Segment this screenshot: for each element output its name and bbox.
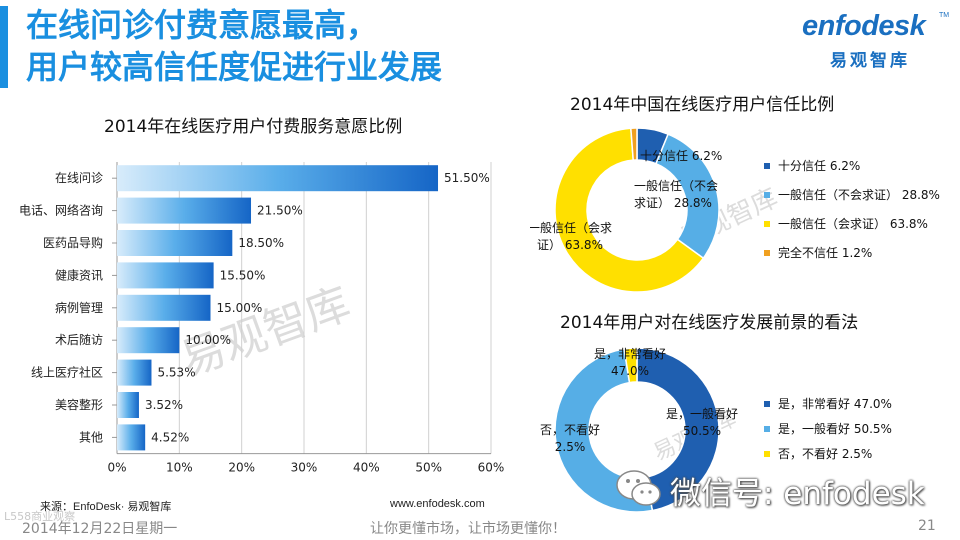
bar-category-label: 医药品导购 — [43, 235, 103, 250]
outlook-chart-title: 2014年用户对在线医疗发展前景的看法 — [560, 313, 859, 333]
bar-value-label: 3.52% — [145, 398, 183, 412]
bar-category-label: 线上医疗社区 — [31, 365, 103, 380]
outlook-legend-swatch — [764, 401, 770, 407]
bar-value-label: 5.53% — [157, 366, 195, 380]
bar-value-label: 15.00% — [217, 301, 263, 315]
bar-x-tick-label: 20% — [228, 461, 255, 475]
bar-chart: 在线问诊 51.50% 电话、网络咨询 21.50% 医药品导购 18.50% 健康资讯 15… — [19, 162, 505, 475]
trust-data-label: 一般信任（不会 — [634, 178, 718, 193]
trust-legend-entry: 一般信任（会求证） 63.8% — [778, 216, 928, 231]
bar-value-label: 10.00% — [185, 333, 231, 347]
outlook-legend-entry: 是，非常看好 47.0% — [778, 397, 892, 411]
bar-3 — [117, 230, 233, 256]
bar-2 — [117, 197, 252, 224]
outlook-data-label: 否，不看好 — [540, 423, 600, 437]
trust-legend-swatch — [764, 163, 770, 169]
outlook-legend-swatch — [764, 426, 770, 432]
slide-date: 2014年12月22日星期一 — [22, 521, 178, 537]
trust-slice-4 — [630, 127, 638, 161]
trust-slice-3 — [554, 127, 705, 293]
trust-legend-swatch — [764, 221, 770, 227]
bar-6 — [117, 327, 180, 354]
trust-legend-entry: 一般信任（不会求证） 28.8% — [778, 187, 940, 202]
slide-title-line2: 用户较高信任度促进行业发展 — [26, 48, 443, 86]
enfodesk-logo: enfodesk TM 易观智库 — [802, 10, 952, 71]
bar-value-label: 51.50% — [444, 171, 490, 185]
bar-category-label: 术后随访 — [55, 332, 103, 347]
trust-donut-chart: 十分信任 6.2% 一般信任（不会求证） 28.8% 一般信任（会求证） 63.8%… — [530, 127, 940, 293]
page-number: 21 — [918, 518, 936, 534]
outlook-slice-2 — [554, 348, 654, 513]
slide-slogan: 让你更懂市场，让市场更懂你！ — [370, 521, 566, 537]
bar-value-label: 15.50% — [220, 268, 266, 282]
trust-chart-title: 2014年中国在线医疗用户信任比例 — [570, 95, 835, 115]
trust-data-label: 十分信任 6.2% — [640, 149, 722, 163]
outlook-data-label: 2.5% — [555, 440, 586, 454]
wechat-icon — [616, 470, 661, 506]
logo-wordmark: enfodesk — [802, 10, 926, 42]
slide-title-line1: 在线问诊付费意愿最高， — [26, 6, 379, 44]
bar-1 — [117, 165, 439, 192]
outlook-legend-swatch — [764, 451, 770, 457]
trust-legend-entry: 完全不信任 1.2% — [778, 245, 872, 260]
trust-data-label: 求证） 28.8% — [634, 196, 712, 210]
outlook-slice-1 — [636, 347, 720, 512]
trust-legend-swatch — [764, 192, 770, 198]
outlook-donut-chart: 是，非常看好 47.0% 是，一般看好 50.5% 否，不看好 2.5% 是，非常看好 47… — [540, 347, 892, 513]
logo-subtitle: 易观智库 — [830, 51, 910, 71]
bar-value-label: 18.50% — [238, 236, 284, 250]
source-note: 来源：EnfoDesk· 易观智库 — [40, 501, 172, 513]
trust-data-label: 一般信任（会求 — [530, 220, 612, 235]
bar-value-label: 21.50% — [257, 204, 303, 218]
bar-9 — [117, 424, 146, 451]
bar-value-label: 4.52% — [151, 430, 189, 444]
corner-mark: L558商业观察 — [4, 510, 76, 523]
outlook-data-label: 是，非常看好 — [594, 347, 666, 361]
bar-x-tick-label: 40% — [353, 461, 380, 475]
title-accent-bar — [0, 6, 8, 88]
website-link[interactable]: www.enfodesk.com — [390, 498, 485, 510]
wechat-id-text: 微信号: enfodesk — [670, 476, 925, 512]
outlook-data-label: 是，一般看好 — [666, 406, 738, 421]
bar-category-label: 电话、网络咨询 — [19, 203, 103, 218]
trust-legend-swatch — [764, 250, 770, 256]
bar-7 — [117, 359, 152, 386]
bar-category-label: 健康资讯 — [55, 267, 103, 282]
bar-category-label: 在线问诊 — [55, 171, 103, 185]
outlook-legend-entry: 否，不看好 2.5% — [778, 447, 872, 461]
bar-category-label: 病例管理 — [55, 300, 103, 315]
logo-trademark: TM — [939, 12, 950, 19]
outlook-data-label: 50.5% — [683, 424, 721, 438]
bar-5 — [117, 294, 211, 321]
outlook-data-label: 47.0% — [611, 364, 649, 378]
wechat-overlay: 微信号: enfodesk — [614, 466, 944, 516]
outlook-slice-3 — [623, 347, 638, 384]
bar-4 — [117, 262, 214, 289]
bar-x-tick-label: 30% — [291, 461, 318, 475]
bar-category-label: 美容整形 — [55, 397, 103, 412]
bar-x-tick-label: 10% — [166, 461, 193, 475]
trust-data-label: 证） 63.8% — [537, 238, 603, 252]
outlook-legend-entry: 是，一般看好 50.5% — [778, 421, 892, 436]
bar-x-tick-label: 0% — [107, 461, 126, 475]
bar-8 — [117, 392, 139, 418]
bar-category-label: 其他 — [79, 430, 103, 444]
slide-title: 在线问诊付费意愿最高， 用户较高信任度促进行业发展 — [26, 4, 442, 88]
bar-x-tick-label: 60% — [478, 461, 505, 475]
bar-chart-title: 2014年在线医疗用户付费服务意愿比例 — [104, 117, 403, 137]
trust-legend-entry: 十分信任 6.2% — [778, 159, 860, 173]
bar-x-tick-label: 50% — [415, 461, 442, 475]
